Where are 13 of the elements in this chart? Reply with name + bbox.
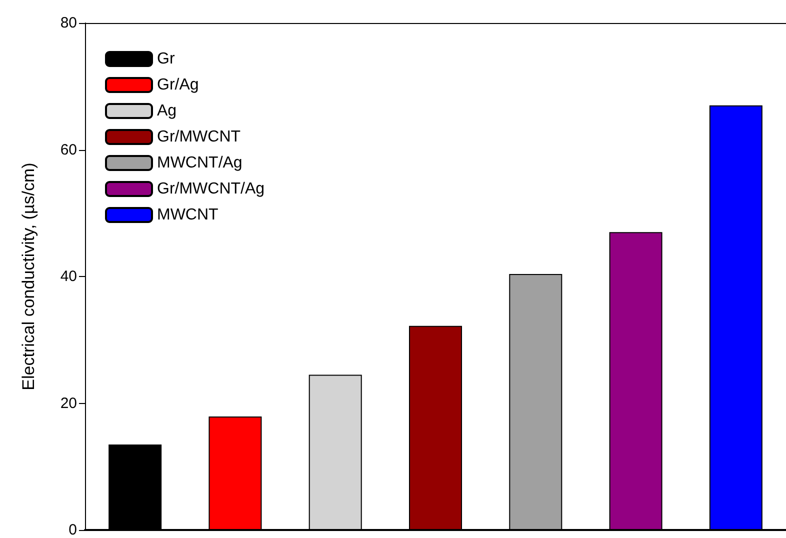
y-tick-label: 0 <box>68 522 77 538</box>
y-tick-label: 60 <box>60 141 77 158</box>
legend-label: Gr/MWCNT/Ag <box>157 180 265 198</box>
y-tick-label: 20 <box>60 394 77 412</box>
legend-label: MWCNT <box>157 206 219 224</box>
y-tick-label: 40 <box>60 268 77 285</box>
legend-label: Gr/Ag <box>157 76 199 94</box>
legend-label: Gr <box>157 50 176 68</box>
legend-label: Gr/MWCNT <box>157 128 241 146</box>
y-tick-label: 80 <box>60 14 77 32</box>
y-axis-title: Electrical conductivity, (µs/cm) <box>19 162 38 390</box>
legend-label: Ag <box>157 102 177 120</box>
legend-label: MWCNT/Ag <box>157 154 242 172</box>
